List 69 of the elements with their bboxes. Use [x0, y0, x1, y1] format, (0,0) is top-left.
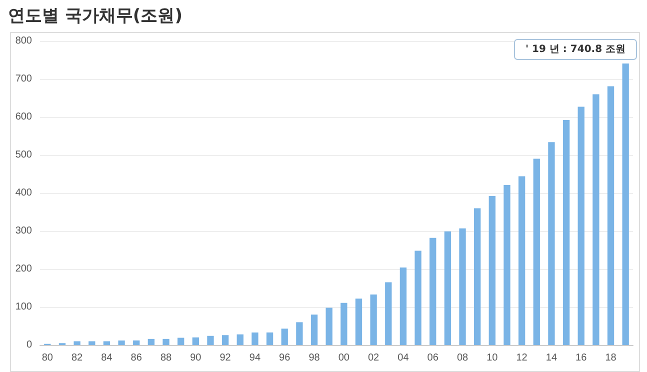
y-tick-label: 600	[15, 112, 32, 122]
y-tick-label: 200	[15, 264, 32, 274]
bar	[385, 282, 392, 345]
bar	[400, 267, 407, 345]
x-tick-label: 04	[398, 352, 410, 364]
x-tick-label: 86	[130, 352, 142, 364]
bar	[430, 238, 436, 345]
bar	[148, 338, 155, 345]
chart-title: 연도별 국가채무(조원)	[8, 5, 182, 27]
bar	[518, 176, 526, 345]
x-tick-label: 00	[338, 352, 350, 364]
x-tick-label: 18	[605, 352, 617, 364]
bar	[459, 228, 466, 345]
x-tick-label: 96	[279, 352, 291, 364]
bar	[622, 63, 629, 345]
bar	[370, 294, 377, 345]
bar	[192, 337, 199, 345]
bar	[103, 341, 110, 345]
x-tick-label: 88	[160, 352, 172, 364]
y-tick-label: 300	[15, 226, 32, 236]
bar	[133, 340, 140, 345]
bar	[533, 158, 540, 345]
y-tick-label: 0	[26, 340, 32, 350]
x-tick-label: 06	[427, 352, 439, 364]
y-tick-label: 800	[15, 36, 32, 46]
bar	[548, 142, 555, 345]
y-tick-label: 100	[15, 302, 32, 312]
x-tick-label: 08	[456, 352, 469, 364]
bar	[118, 340, 125, 345]
x-tick-label: 80	[42, 352, 54, 364]
bar	[222, 335, 229, 345]
x-tick-label: 82	[72, 352, 84, 364]
x-tick-label: 84	[101, 352, 113, 364]
x-tick-label: 14	[546, 352, 558, 364]
x-tick-label: 12	[516, 352, 528, 364]
x-tick-label: 94	[249, 352, 261, 364]
bar	[340, 302, 348, 345]
bar	[296, 322, 303, 345]
bar	[74, 341, 80, 345]
x-tick-label: 16	[576, 352, 588, 364]
bar	[310, 314, 318, 345]
bar	[592, 94, 600, 345]
bar	[252, 332, 258, 345]
bar	[562, 120, 570, 345]
bar	[355, 298, 362, 345]
bar	[236, 334, 244, 345]
bar	[88, 341, 96, 345]
bar	[178, 338, 184, 345]
bar	[607, 86, 614, 345]
bar	[444, 231, 452, 345]
bar	[414, 250, 422, 345]
bar	[281, 328, 288, 345]
x-tick-label: 10	[486, 352, 498, 364]
y-tick-label: 500	[15, 150, 32, 160]
bar	[207, 336, 214, 345]
bar	[578, 106, 584, 345]
y-tick-label: 700	[15, 74, 32, 84]
bar	[504, 185, 510, 345]
y-tick-label: 400	[15, 188, 32, 198]
annotation: ' 19 년 : 740.8 조원	[525, 44, 626, 55]
x-tick-label: 92	[220, 352, 232, 364]
x-tick-label: 02	[368, 352, 380, 364]
bar	[474, 208, 481, 345]
x-tick-label: 98	[308, 352, 320, 364]
bar	[162, 338, 170, 345]
bar	[266, 332, 274, 345]
bar	[488, 196, 496, 345]
bar	[326, 308, 332, 345]
x-tick-label: 90	[190, 352, 202, 364]
